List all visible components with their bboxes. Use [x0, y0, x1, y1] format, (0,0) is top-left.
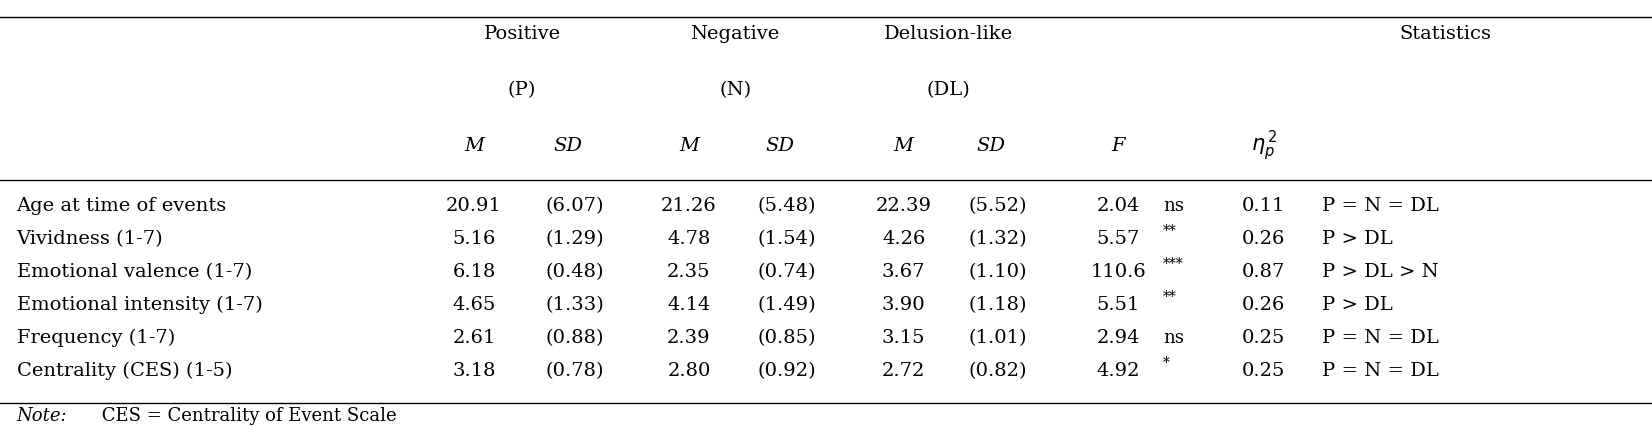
Text: ***: *** [1163, 257, 1183, 271]
Text: Statistics: Statistics [1399, 25, 1492, 43]
Text: 4.92: 4.92 [1097, 362, 1140, 380]
Text: (6.07): (6.07) [545, 197, 605, 215]
Text: P > DL > N: P > DL > N [1322, 263, 1439, 281]
Text: (DL): (DL) [927, 81, 970, 99]
Text: 2.80: 2.80 [667, 362, 710, 380]
Text: SD: SD [765, 137, 795, 155]
Text: 4.65: 4.65 [453, 296, 496, 314]
Text: 4.26: 4.26 [882, 230, 925, 248]
Text: (1.18): (1.18) [968, 296, 1028, 314]
Text: 4.14: 4.14 [667, 296, 710, 314]
Text: M: M [464, 137, 484, 155]
Text: 0.26: 0.26 [1242, 230, 1285, 248]
Text: Centrality (CES) (1-5): Centrality (CES) (1-5) [17, 362, 231, 380]
Text: (0.85): (0.85) [757, 329, 816, 347]
Text: (1.33): (1.33) [545, 296, 605, 314]
Text: 0.87: 0.87 [1242, 263, 1285, 281]
Text: (0.48): (0.48) [545, 263, 605, 281]
Text: **: ** [1163, 290, 1176, 304]
Text: (N): (N) [719, 81, 752, 99]
Text: ns: ns [1163, 197, 1184, 215]
Text: 0.25: 0.25 [1242, 329, 1285, 347]
Text: 2.94: 2.94 [1097, 329, 1140, 347]
Text: 3.90: 3.90 [882, 296, 925, 314]
Text: (1.10): (1.10) [968, 263, 1028, 281]
Text: 2.04: 2.04 [1097, 197, 1140, 215]
Text: (1.32): (1.32) [968, 230, 1028, 248]
Text: Age at time of events: Age at time of events [17, 197, 226, 215]
Text: (1.49): (1.49) [757, 296, 816, 314]
Text: P > DL: P > DL [1322, 296, 1393, 314]
Text: Delusion-like: Delusion-like [884, 25, 1013, 43]
Text: (0.74): (0.74) [757, 263, 816, 281]
Text: 22.39: 22.39 [876, 197, 932, 215]
Text: Frequency (1-7): Frequency (1-7) [17, 329, 175, 347]
Text: 21.26: 21.26 [661, 197, 717, 215]
Text: 2.35: 2.35 [667, 263, 710, 281]
Text: P = N = DL: P = N = DL [1322, 362, 1439, 380]
Text: SD: SD [553, 137, 583, 155]
Text: 2.72: 2.72 [882, 362, 925, 380]
Text: (0.92): (0.92) [757, 362, 816, 380]
Text: 0.26: 0.26 [1242, 296, 1285, 314]
Text: M: M [894, 137, 914, 155]
Text: (0.78): (0.78) [545, 362, 605, 380]
Text: *: * [1163, 356, 1170, 370]
Text: 0.11: 0.11 [1242, 197, 1285, 215]
Text: (0.82): (0.82) [968, 362, 1028, 380]
Text: (5.48): (5.48) [757, 197, 816, 215]
Text: 2.39: 2.39 [667, 329, 710, 347]
Text: (1.01): (1.01) [968, 329, 1028, 347]
Text: Positive: Positive [484, 25, 560, 43]
Text: Vividness (1-7): Vividness (1-7) [17, 230, 164, 248]
Text: 20.91: 20.91 [446, 197, 502, 215]
Text: P > DL: P > DL [1322, 230, 1393, 248]
Text: 5.51: 5.51 [1097, 296, 1140, 314]
Text: 4.78: 4.78 [667, 230, 710, 248]
Text: ns: ns [1163, 329, 1184, 347]
Text: Emotional intensity (1-7): Emotional intensity (1-7) [17, 296, 263, 314]
Text: 110.6: 110.6 [1090, 263, 1146, 281]
Text: (1.29): (1.29) [545, 230, 605, 248]
Text: 3.18: 3.18 [453, 362, 496, 380]
Text: (0.88): (0.88) [545, 329, 605, 347]
Text: $\eta_p^{\,2}$: $\eta_p^{\,2}$ [1251, 129, 1277, 163]
Text: 5.16: 5.16 [453, 230, 496, 248]
Text: CES = Centrality of Event Scale: CES = Centrality of Event Scale [96, 407, 396, 425]
Text: P = N = DL: P = N = DL [1322, 329, 1439, 347]
Text: P = N = DL: P = N = DL [1322, 197, 1439, 215]
Text: 6.18: 6.18 [453, 263, 496, 281]
Text: (P): (P) [507, 81, 537, 99]
Text: 3.15: 3.15 [882, 329, 925, 347]
Text: F: F [1112, 137, 1125, 155]
Text: (5.52): (5.52) [968, 197, 1028, 215]
Text: SD: SD [976, 137, 1006, 155]
Text: Note:: Note: [17, 407, 68, 425]
Text: **: ** [1163, 224, 1176, 238]
Text: 2.61: 2.61 [453, 329, 496, 347]
Text: Emotional valence (1-7): Emotional valence (1-7) [17, 263, 251, 281]
Text: Negative: Negative [691, 25, 780, 43]
Text: 5.57: 5.57 [1097, 230, 1140, 248]
Text: (1.54): (1.54) [757, 230, 816, 248]
Text: M: M [679, 137, 699, 155]
Text: 0.25: 0.25 [1242, 362, 1285, 380]
Text: 3.67: 3.67 [882, 263, 925, 281]
